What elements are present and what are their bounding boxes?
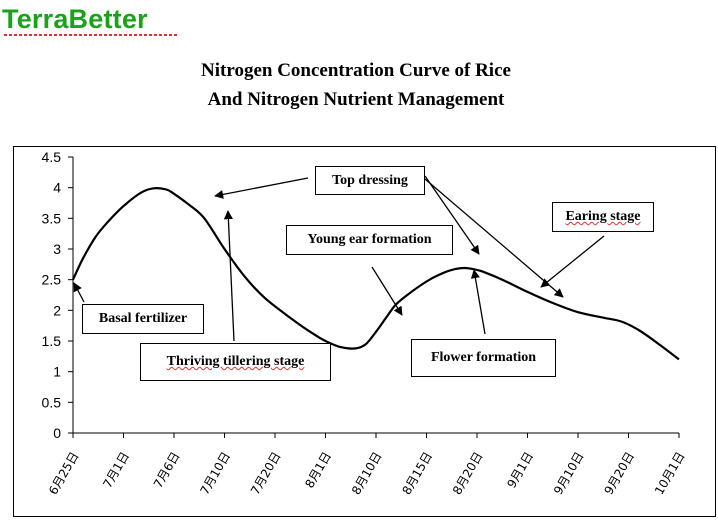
x-tick-label: 7月1日 [100, 450, 132, 491]
annotation-label: Young ear formation [307, 232, 432, 247]
x-tick-label: 8月20日 [450, 450, 486, 498]
y-tick-label: 3 [53, 241, 61, 257]
annotation-box: Basal fertilizer [82, 304, 204, 334]
annotation-arrow [540, 235, 605, 288]
x-tick-label: 10月1日 [652, 450, 688, 498]
annotation-label: Top dressing [332, 172, 408, 188]
chart-frame [13, 146, 716, 517]
annotation-arrow [424, 178, 564, 298]
x-tick-label: 8月1日 [302, 450, 334, 491]
annotation-label: Thriving tillering stage [166, 354, 305, 369]
annotation-label: Basal fertilizer [98, 311, 188, 326]
nitrogen-series-line [72, 187, 680, 361]
x-tick-label: 7月20日 [248, 450, 284, 498]
y-tick-label: 4.5 [42, 149, 62, 165]
annotation-box: Young ear formation [286, 225, 453, 255]
x-tick-label: 8月10日 [349, 450, 385, 498]
x-tick-label: 7月6日 [151, 450, 183, 491]
plot-area [72, 187, 680, 361]
annotation-box: Flower formation [411, 339, 556, 377]
annotation-box: Earing stage [552, 202, 654, 232]
x-tick-label: 9月1日 [504, 450, 536, 491]
chart-title-line2: And Nitrogen Nutrient Management [207, 89, 505, 110]
x-tick-label: 7月10日 [198, 450, 234, 498]
annotation-arrow [470, 269, 486, 335]
x-tick-label: 9月10日 [551, 450, 587, 498]
annotation-arrow [424, 175, 480, 255]
spellcheck-underline [4, 34, 178, 36]
annotation-arrow [223, 210, 235, 342]
x-tick-label: 8月15日 [400, 450, 436, 498]
y-tick-label: 4 [53, 180, 61, 196]
annotation-arrow [214, 177, 309, 199]
x-tick-label: 9月20日 [602, 450, 638, 498]
annotation-arrow [371, 266, 403, 316]
y-tick-label: 1.5 [42, 333, 62, 349]
axes [72, 157, 679, 434]
annotation-box: Thriving tillering stage [140, 343, 331, 381]
x-tick-label: 6月25日 [46, 450, 82, 498]
chart-title-line1: Nitrogen Concentration Curve of Rice [201, 60, 511, 81]
y-tick-label: 2 [53, 302, 61, 318]
annotation-box: Top dressing [315, 166, 425, 195]
brand-logo: TerraBetter [2, 4, 148, 34]
annotation-label: Flower formation [430, 350, 537, 365]
y-tick-label: 0 [53, 425, 61, 441]
annotation-label: Earing stage [565, 209, 641, 224]
y-tick-label: 1 [53, 364, 61, 380]
y-tick-label: 3.5 [42, 210, 62, 226]
y-tick-label: 0.5 [42, 394, 62, 410]
y-tick-label: 2.5 [42, 272, 62, 288]
annotation-arrows [73, 175, 605, 342]
annotation-arrow [73, 282, 85, 303]
